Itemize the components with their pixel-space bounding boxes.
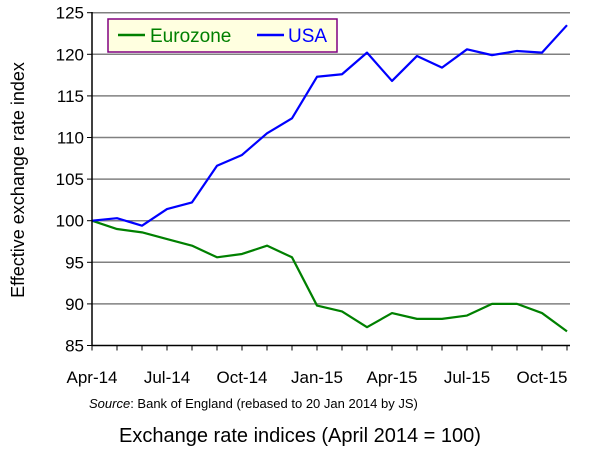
legend-usa-label: USA: [288, 26, 327, 47]
y-tick-label: 115: [57, 87, 84, 106]
chart-title: Exchange rate indices (April 2014 = 100): [119, 425, 481, 447]
x-tick-label: Oct-14: [216, 368, 267, 387]
x-tick-label: Jul-14: [144, 368, 190, 387]
x-axis-tick-labels: Apr-14 Jul-14 Oct-14 Jan-15 Apr-15 Jul-15 Oct-…: [66, 368, 567, 387]
source-label: Source: [89, 396, 131, 411]
y-axis-label: Effective exchange rate index: [8, 62, 28, 298]
y-tick-label: 105: [56, 170, 84, 189]
x-tick-label: Jul-15: [444, 368, 490, 387]
series-line-usa: [91, 24, 568, 227]
y-tick-label: 100: [56, 212, 84, 231]
y-tick-label: 125: [56, 4, 84, 23]
y-tick-label: 120: [56, 45, 84, 64]
legend-eurozone-label: Eurozone: [150, 26, 231, 47]
y-tick-label: 90: [65, 295, 84, 314]
series-lines: [91, 24, 568, 333]
gridlines: [87, 11, 570, 351]
x-tick-label: Apr-14: [66, 368, 117, 387]
x-tick-label: Apr-15: [366, 368, 417, 387]
legend: Eurozone USA: [107, 18, 338, 53]
source-note: Source: Bank of England (rebased to 20 J…: [89, 396, 418, 411]
y-axis-tick-labels: 85 90 95 100 105 110 115 120 125: [56, 4, 84, 356]
source-text: : Bank of England (rebased to 20 Jan 201…: [130, 396, 418, 411]
y-tick-label: 85: [65, 337, 84, 356]
y-tick-label: 95: [65, 253, 84, 272]
x-tick-label: Oct-15: [516, 368, 567, 387]
x-tick-label: Jan-15: [291, 368, 343, 387]
series-line-eurozone: [91, 219, 568, 333]
y-tick-label: 110: [57, 129, 84, 148]
